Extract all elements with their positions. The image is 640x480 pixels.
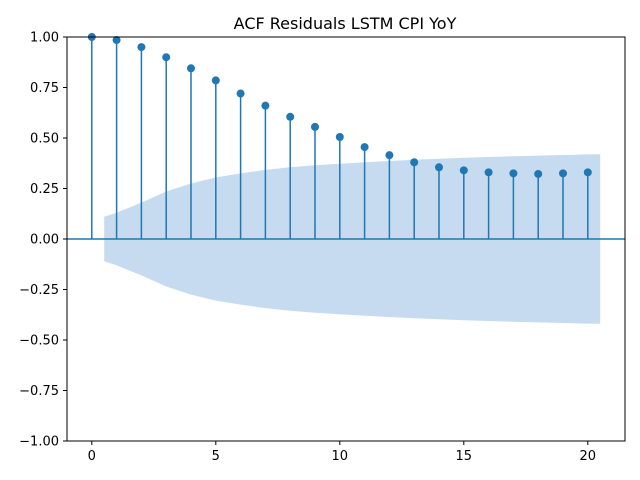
x-tick-label: 0 [88, 449, 96, 464]
y-axis-ticks: −1.00 −0.75 −0.50 −0.25 0.00 0.25 0.50 0.75 1.00 [19, 31, 67, 450]
acf-point [187, 64, 195, 73]
x-tick-label: 10 [332, 449, 349, 464]
acf-point [410, 158, 419, 167]
acf-point [360, 143, 369, 152]
acf-point [236, 89, 245, 98]
x-axis-ticks: 0 5 10 15 20 [88, 441, 596, 464]
y-tick-label: −1.00 [19, 435, 59, 450]
acf-point [509, 169, 518, 178]
acf-point [261, 101, 270, 110]
acf-point [459, 166, 468, 175]
acf-point [534, 169, 543, 178]
y-tick-label: 0.50 [30, 132, 59, 147]
chart-title: ACF Residuals LSTM CPI YoY [234, 14, 457, 33]
acf-point [435, 163, 443, 172]
acf-point [484, 168, 493, 177]
stems-layer [87, 33, 592, 239]
acf-point [583, 168, 592, 177]
acf-point [211, 76, 220, 85]
acf-point [162, 53, 171, 62]
y-tick-label: −0.50 [19, 334, 59, 349]
acf-point [112, 36, 121, 45]
x-tick-label: 20 [580, 449, 597, 464]
acf-point [385, 151, 394, 160]
y-tick-label: 1.00 [30, 31, 59, 46]
y-tick-label: −0.75 [19, 384, 59, 399]
y-tick-label: 0.00 [30, 233, 59, 248]
x-tick-label: 15 [456, 449, 473, 464]
acf-point [286, 112, 295, 121]
acf-point [137, 43, 146, 52]
x-tick-label: 5 [212, 449, 220, 464]
acf-point [335, 132, 344, 141]
acf-point [559, 169, 567, 178]
acf-point [311, 122, 319, 131]
y-tick-label: 0.75 [30, 81, 59, 96]
y-tick-label: 0.25 [30, 182, 59, 197]
y-tick-label: −0.25 [19, 283, 59, 298]
